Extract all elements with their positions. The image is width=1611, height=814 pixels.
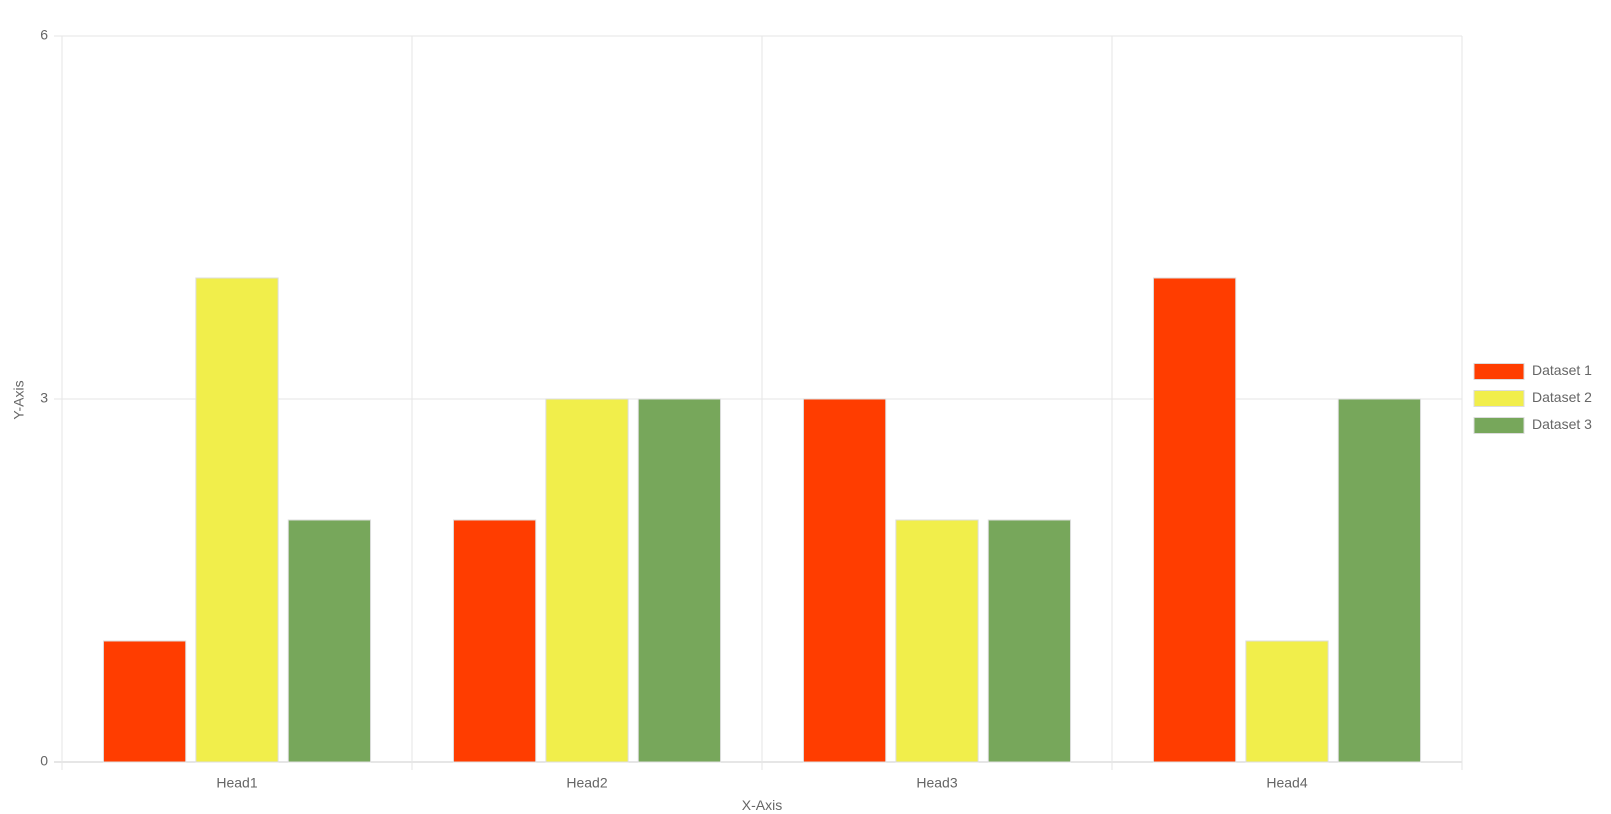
x-tick-label: Head4 bbox=[1266, 775, 1307, 791]
bar bbox=[987, 519, 1072, 763]
bar bbox=[1245, 640, 1329, 763]
legend-label: Dataset 1 bbox=[1532, 362, 1592, 378]
x-tick-label: Head3 bbox=[916, 775, 957, 791]
bar bbox=[102, 640, 187, 763]
legend-swatch bbox=[1473, 417, 1525, 434]
y-tick-label: 0 bbox=[40, 753, 48, 769]
bar bbox=[545, 398, 629, 763]
y-axis-title: Y-Axis bbox=[11, 380, 27, 419]
bar bbox=[895, 519, 979, 763]
x-axis-title: X-Axis bbox=[742, 797, 782, 813]
bar bbox=[802, 398, 887, 763]
bar bbox=[195, 277, 279, 763]
y-tick-label: 6 bbox=[40, 27, 48, 43]
legend-swatch bbox=[1473, 390, 1525, 407]
y-tick-label: 3 bbox=[40, 390, 48, 406]
bar bbox=[452, 519, 537, 763]
bar bbox=[287, 519, 372, 763]
x-tick-label: Head2 bbox=[566, 775, 607, 791]
bar bbox=[637, 398, 722, 763]
bar bbox=[1337, 398, 1422, 763]
legend-label: Dataset 3 bbox=[1532, 416, 1592, 432]
legend-swatch bbox=[1473, 363, 1525, 380]
bar bbox=[1152, 277, 1237, 763]
x-tick-label: Head1 bbox=[216, 775, 257, 791]
legend-label: Dataset 2 bbox=[1532, 389, 1592, 405]
